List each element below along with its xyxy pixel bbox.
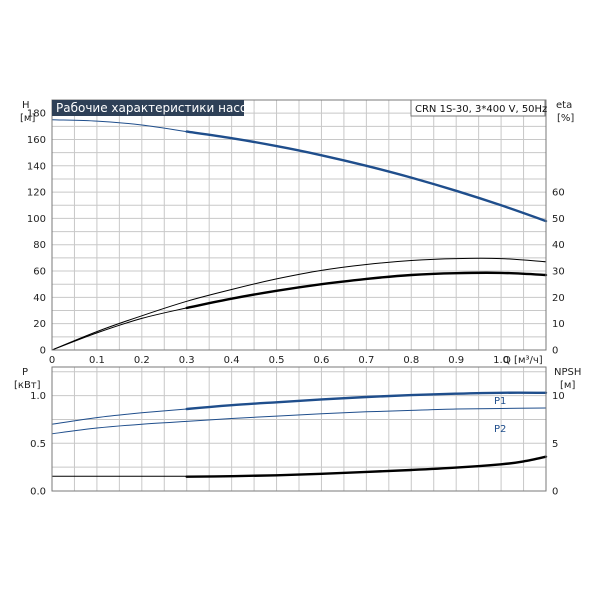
x-tick-label: 0	[49, 355, 55, 366]
x-tick-label: 0.9	[448, 355, 464, 366]
x-tick-label: 1.0	[493, 355, 509, 366]
model-label-box	[410, 99, 546, 117]
x-tick-label: 0.1	[89, 355, 105, 366]
y-right-tick-label: 60	[552, 188, 565, 199]
y-left-tick-label: 100	[27, 214, 46, 225]
p-axis-label: P	[22, 367, 28, 378]
top-panel-grid	[52, 100, 546, 350]
npsh-tick-label: 5	[552, 439, 558, 450]
y-left-tick-label: 0	[40, 346, 46, 357]
y-left-tick-label: 180	[27, 109, 46, 120]
title-badge	[52, 100, 244, 116]
y-right-tick-label: 20	[552, 293, 565, 304]
y-left-tick-label: 120	[27, 188, 46, 199]
chart-title: Рабочие характеристики насоса	[56, 101, 261, 115]
x-tick-label: 0.2	[134, 355, 150, 366]
y-right-tick-label: 30	[552, 267, 565, 278]
y-right-tick-label: 40	[552, 240, 565, 251]
x-tick-label: 0.3	[179, 355, 195, 366]
x-tick-label: 0.7	[358, 355, 374, 366]
p-tick-label: 0.5	[30, 439, 46, 450]
y-left-tick-label: 20	[33, 319, 46, 330]
x-tick-label: 0.6	[314, 355, 330, 366]
y-axis-left-label: H	[22, 100, 30, 111]
y-left-tick-label: 160	[27, 135, 46, 146]
p-tick-label: 0.0	[30, 487, 46, 498]
x-tick-label: 0.8	[403, 355, 419, 366]
y-right-tick-label: 10	[552, 319, 565, 330]
series-label-p1: P1	[494, 396, 506, 407]
y-left-tick-label: 80	[33, 240, 46, 251]
bottom-panel-frame	[51, 366, 547, 492]
x-tick-label: 0.5	[269, 355, 285, 366]
y-left-tick-label: 140	[27, 161, 46, 172]
series-label-p2: P2	[494, 424, 506, 435]
top-series-2-line	[51, 257, 547, 351]
y-axis-right-label: eta	[556, 100, 572, 111]
y-axis-right-unit: [%]	[557, 113, 574, 124]
top-panel-frame	[51, 99, 547, 351]
y-axis-left-unit: [м]	[20, 113, 35, 124]
npsh-tick-label: 0	[552, 487, 558, 498]
npsh-axis-unit: [м]	[560, 380, 575, 391]
p-tick-label: 1.0	[30, 391, 46, 402]
bottom-series-2-operating-range	[185, 455, 548, 478]
npsh-axis-label: NPSH	[554, 367, 581, 378]
npsh-tick-label: 10	[552, 391, 565, 402]
y-right-tick-label: 50	[552, 214, 565, 225]
bottom-panel-series	[51, 391, 548, 478]
bottom-series-0-operating-range	[185, 391, 548, 411]
x-tick-label: 0.4	[224, 355, 240, 366]
y-right-tick-label: 0	[552, 346, 558, 357]
model-label: CRN 1S-30, 3*400 V, 50Hz	[415, 104, 547, 115]
top-panel-ticks: 0 0.1 0.2 0.3 0.4 0.5 0.6 0.7 0.8 0.9 1.0 0 20 40 60 80…	[27, 109, 565, 366]
y-left-tick-label: 60	[33, 267, 46, 278]
top-panel-series	[51, 119, 548, 351]
p-axis-unit: [кВт]	[14, 380, 41, 391]
bottom-panel-ticks: 0.0 0.5 1.0 0 5 10	[30, 391, 565, 497]
x-axis-label: Q [м³/ч]	[503, 355, 543, 366]
bottom-series-1-line	[51, 407, 547, 435]
y-left-tick-label: 40	[33, 293, 46, 304]
top-series-0-operating-range	[185, 130, 548, 223]
bottom-panel-grid	[52, 367, 546, 491]
top-series-1-operating-range	[185, 271, 548, 310]
